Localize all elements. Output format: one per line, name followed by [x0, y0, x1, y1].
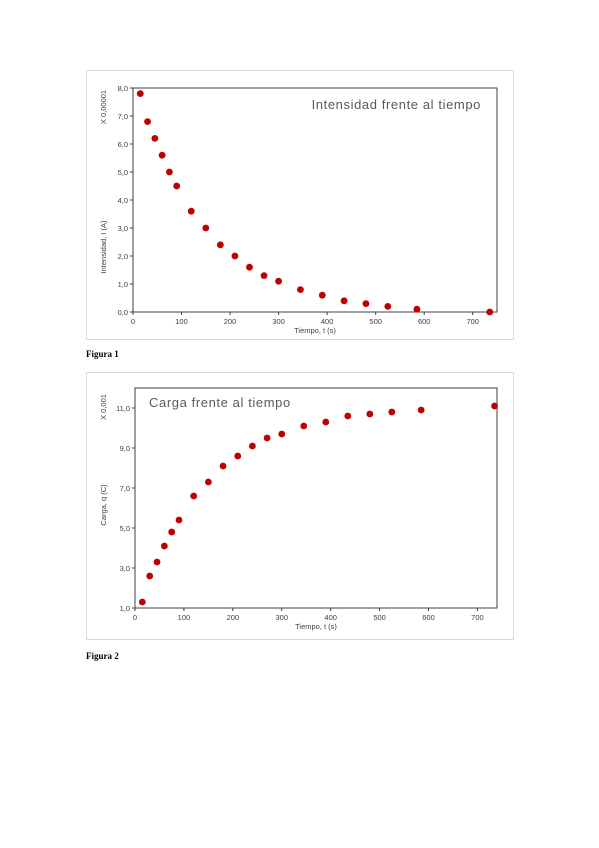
figure-caption-1: Figura 1 — [86, 349, 119, 359]
x-tick-label: 700 — [466, 317, 479, 326]
data-point — [384, 303, 392, 310]
y-tick-label: 6,0 — [118, 140, 128, 149]
x-tick-label: 600 — [418, 317, 431, 326]
y-axis-multiplier: X 0,00001 — [99, 90, 108, 124]
x-tick-label: 0 — [131, 317, 135, 326]
y-tick-label: 3,0 — [118, 224, 128, 233]
y-tick-label: 7,0 — [118, 112, 128, 121]
data-point — [249, 442, 256, 450]
data-point — [278, 430, 286, 438]
data-point — [168, 528, 176, 536]
x-tick-label: 400 — [324, 613, 337, 622]
data-point — [246, 263, 253, 271]
y-axis-multiplier: X 0,001 — [99, 394, 108, 420]
data-point — [204, 478, 212, 486]
y-tick-label: 7,0 — [120, 484, 130, 493]
y-tick-label: 4,0 — [118, 196, 128, 205]
data-point — [362, 300, 370, 307]
y-tick-label: 5,0 — [118, 168, 128, 177]
data-point — [138, 598, 146, 606]
data-point — [146, 572, 154, 580]
data-point — [187, 207, 195, 215]
data-point — [160, 542, 168, 550]
data-point — [417, 406, 425, 414]
chart-intensidad-svg: 0,0 1,0 2,0 3,0 4,0 5,0 6,0 7,0 8,0 0 100 200 300 400… — [99, 84, 498, 335]
data-point — [322, 418, 330, 426]
data-point — [216, 241, 224, 249]
data-point — [219, 462, 227, 470]
data-point — [173, 182, 181, 190]
plot-area-border — [132, 87, 498, 313]
y-tick-label: 8,0 — [118, 84, 128, 93]
data-point — [175, 516, 183, 524]
chart-title: Intensidad frente al tiempo — [312, 97, 481, 112]
chart-intensidad: 0,0 1,0 2,0 3,0 4,0 5,0 6,0 7,0 8,0 0 100 200 300 400… — [86, 70, 514, 340]
y-tick-label: 0,0 — [118, 308, 128, 317]
data-point — [260, 272, 268, 279]
data-point — [388, 408, 396, 416]
data-point — [166, 168, 173, 176]
data-point — [344, 412, 352, 420]
data-point — [366, 410, 374, 418]
x-tick-label: 0 — [133, 613, 137, 622]
data-point — [491, 402, 498, 410]
x-tick-label: 300 — [275, 613, 288, 622]
chart-carga-svg: 1,0 3,0 5,0 7,0 9,0 11,0 0 100 200 300 400 500 600 70… — [99, 387, 498, 631]
chart-title: Carga frente al tiempo — [149, 395, 291, 410]
data-point — [263, 434, 271, 442]
y-tick-label: 1,0 — [120, 604, 130, 613]
x-tick-label: 500 — [369, 317, 382, 326]
data-point — [153, 558, 161, 566]
y-tick-label: 3,0 — [120, 564, 130, 573]
data-point — [318, 291, 326, 299]
data-point — [202, 224, 210, 232]
data-point — [231, 252, 239, 260]
y-axis-label: Carga, q (C) — [99, 484, 108, 526]
x-tick-label: 100 — [178, 613, 191, 622]
x-tick-label: 600 — [422, 613, 435, 622]
data-point — [234, 452, 242, 460]
x-tick-label: 400 — [321, 317, 334, 326]
x-tick-label: 700 — [471, 613, 484, 622]
chart-carga: 1,0 3,0 5,0 7,0 9,0 11,0 0 100 200 300 400 500 600 70… — [86, 372, 514, 640]
y-tick-label: 2,0 — [118, 252, 128, 261]
y-axis-label: Intensidad, I (A) — [99, 220, 108, 273]
x-tick-label: 300 — [272, 317, 285, 326]
y-tick-label: 11,0 — [116, 404, 130, 413]
x-axis-label: Tiempo, t (s) — [295, 622, 337, 631]
data-point — [136, 90, 144, 97]
data-point — [297, 286, 304, 293]
figure-caption-2: Figura 2 — [86, 651, 119, 661]
x-tick-label: 500 — [373, 613, 386, 622]
data-point — [340, 297, 348, 305]
x-tick-label: 200 — [224, 317, 237, 326]
data-point — [151, 135, 159, 142]
data-point — [300, 422, 308, 430]
y-tick-label: 1,0 — [118, 280, 128, 289]
data-point — [190, 492, 198, 500]
data-point — [158, 151, 166, 159]
y-tick-label: 5,0 — [120, 524, 130, 533]
data-point — [413, 305, 421, 313]
x-tick-label: 100 — [175, 317, 188, 326]
data-point — [144, 118, 151, 125]
x-axis-label: Tiempo, t (s) — [294, 326, 336, 335]
y-tick-label: 9,0 — [120, 444, 130, 453]
data-point — [486, 308, 494, 316]
data-point — [275, 277, 282, 285]
x-tick-label: 200 — [227, 613, 240, 622]
plot-area-border — [134, 387, 498, 609]
